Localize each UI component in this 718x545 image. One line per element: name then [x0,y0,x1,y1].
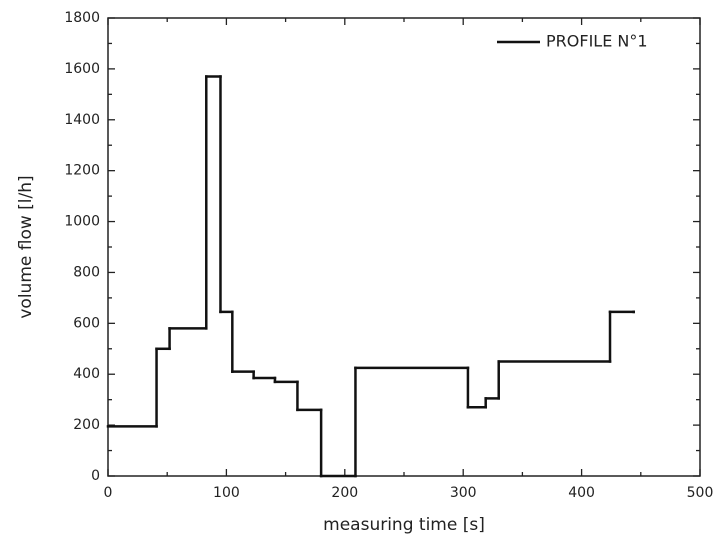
x-tick-label: 500 [687,485,714,501]
y-tick-label: 0 [91,468,100,484]
y-tick-label: 1200 [64,163,100,179]
y-axis-label: volume flow [l/h] [16,175,36,318]
x-tick-label: 300 [450,485,477,501]
y-tick-label: 1600 [64,61,100,77]
y-tick-label: 1800 [64,10,100,26]
y-tick-label: 800 [73,264,100,280]
y-tick-label: 200 [73,417,100,433]
x-tick-label: 100 [213,485,240,501]
x-tick-label: 400 [568,485,595,501]
y-tick-label: 400 [73,366,100,382]
y-tick-label: 1000 [64,214,100,230]
y-tick-label: 600 [73,315,100,331]
y-tick-label: 1400 [64,112,100,128]
legend-label: PROFILE N°1 [546,32,648,51]
x-tick-label: 0 [104,485,113,501]
x-axis-label: measuring time [s] [323,515,485,535]
plot-frame [107,17,701,477]
x-tick-label: 200 [331,485,358,501]
